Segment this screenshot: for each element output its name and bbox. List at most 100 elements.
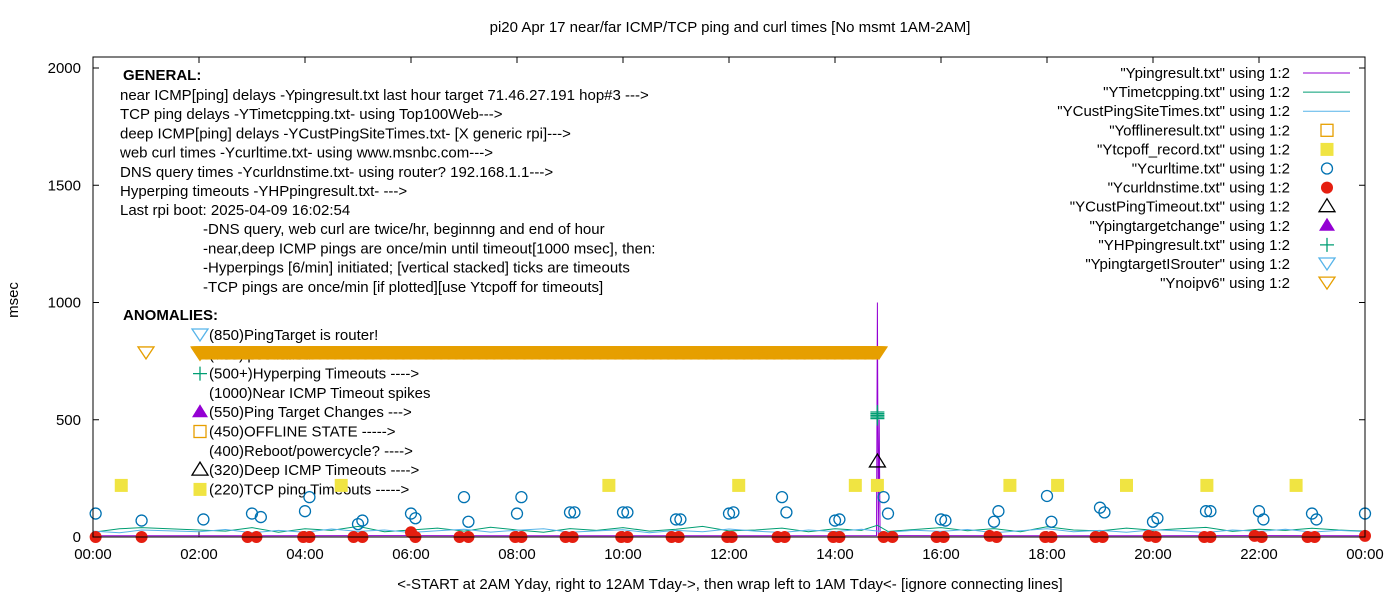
general-line: DNS query times -Ycurldnstime.txt- using… xyxy=(120,164,553,181)
x-tick-label: 00:00 xyxy=(1346,546,1384,563)
x-tick-label: 16:00 xyxy=(922,546,960,563)
general-line: TCP ping delays -YTimetcpping.txt- using… xyxy=(120,106,503,123)
marker-curl xyxy=(669,513,683,526)
legend-label: "YCustPingSiteTimes.txt" using 1:2 xyxy=(1057,103,1290,120)
note-line: -near,deep ICMP pings are once/min until… xyxy=(203,240,655,257)
legend-label: "Ypingresult.txt" using 1:2 xyxy=(1120,65,1290,82)
marker-tcpoff xyxy=(870,478,884,492)
marker-tcpoff xyxy=(1051,478,1065,492)
marker-timeout xyxy=(868,452,887,468)
anomaly-label: (400)Reboot/powercycle? ----> xyxy=(209,443,413,460)
marker-curl xyxy=(1146,515,1160,528)
marker-curl xyxy=(89,507,102,520)
anomaly-label: (320)Deep ICMP Timeouts ----> xyxy=(209,462,419,479)
general-line: Hyperping timeouts -YHPpingresult.txt- -… xyxy=(120,183,407,200)
y-tick-label: 0 xyxy=(73,529,81,546)
anomalies-heading: ANOMALIES: xyxy=(123,307,218,324)
x-tick-label: 04:00 xyxy=(286,546,324,563)
x-tick-label: 12:00 xyxy=(710,546,748,563)
axis-ticks: 00:00 02:00 04:00 06:00 08:00 10:00 12:00 14:00… xyxy=(48,57,1384,563)
marker-curl xyxy=(135,514,148,527)
legend-label: "YCustPingTimeout.txt" using 1:2 xyxy=(1070,199,1290,216)
y-tick-label: 500 xyxy=(56,412,81,429)
legend-label: "Ytcpoff_record.txt" using 1:2 xyxy=(1097,141,1290,158)
note-line: -DNS query, web curl are twice/hr, begin… xyxy=(203,221,605,238)
marker-curl xyxy=(1098,506,1111,519)
plot-border xyxy=(92,56,1366,538)
marker-curl xyxy=(457,490,471,504)
y-tick-label: 2000 xyxy=(48,60,81,77)
anomaly-label: (550)Ping Target Changes ---> xyxy=(209,404,412,421)
legend-label: "YTimetcpping.txt" using 1:2 xyxy=(1103,84,1290,101)
marker-curl xyxy=(568,506,581,519)
marker-curl xyxy=(674,513,687,526)
marker-curl xyxy=(1257,513,1270,526)
marker-curl xyxy=(616,506,630,519)
marker-curl xyxy=(1093,501,1107,514)
x-tick-label: 10:00 xyxy=(604,546,642,563)
anomaly-marker-timeout xyxy=(190,460,210,476)
anomaly-label: (1000)Near ICMP Timeout spikes xyxy=(209,385,430,402)
anomaly-marker-isrouter xyxy=(190,328,210,343)
marker-curl xyxy=(510,507,524,520)
legend-sample-curl xyxy=(1320,162,1334,175)
legend-label: "Ycurldnstime.txt" using 1:2 xyxy=(1108,180,1290,197)
marker-curl xyxy=(992,505,1005,518)
marker-curl xyxy=(939,514,952,527)
marker-noipv6 xyxy=(136,346,156,361)
marker-curl xyxy=(1151,512,1164,525)
marker-tcpoff xyxy=(848,478,862,492)
chart-title: pi20 Apr 17 near/far ICMP/TCP ping and c… xyxy=(490,19,971,36)
marker-curl xyxy=(409,512,422,525)
marker-tcpoff xyxy=(334,478,348,492)
marker-tcpoff xyxy=(1120,478,1133,492)
x-tick-label: 08:00 xyxy=(498,546,536,563)
y-axis-label: msec xyxy=(5,282,22,318)
x-tick-label: 14:00 xyxy=(816,546,854,563)
legend-label: "Ypingtargetchange" using 1:2 xyxy=(1089,218,1290,235)
x-tick-label: 22:00 xyxy=(1240,546,1278,563)
anomaly-label: (850)PingTarget is router! xyxy=(209,327,378,344)
marker-noipv6 xyxy=(870,346,889,360)
legend-sample-timeout xyxy=(1317,197,1337,213)
legend-label: "Yofflineresult.txt" using 1:2 xyxy=(1109,122,1290,139)
marker-curl xyxy=(833,513,846,526)
marker-curl xyxy=(828,514,842,527)
marker-curl xyxy=(1040,489,1054,503)
marker-hpping xyxy=(870,405,885,420)
marker-curl xyxy=(254,510,267,524)
marker-tcpoff xyxy=(1003,478,1017,492)
marker-tcpoff xyxy=(732,478,746,492)
marker-curl xyxy=(727,506,740,519)
marker-curl xyxy=(1045,515,1058,528)
marker-curl xyxy=(298,505,312,518)
marker-curl xyxy=(404,507,418,520)
marker-curl xyxy=(775,490,789,504)
x-tick-label: 20:00 xyxy=(1134,546,1172,563)
marker-curl xyxy=(1204,505,1217,518)
anomaly-label: (450)OFFLINE STATE -----> xyxy=(209,424,396,441)
marker-curl xyxy=(515,490,528,504)
y-tick-label: 1500 xyxy=(48,177,81,194)
legend-sample-hpping xyxy=(1320,237,1334,252)
marker-curl xyxy=(303,490,316,504)
general-line: near ICMP[ping] delays -Ypingresult.txt … xyxy=(120,87,649,104)
marker-curl xyxy=(351,517,365,531)
general-heading: GENERAL: xyxy=(123,67,201,84)
anomaly-label: (500+)Hyperping Timeouts ----> xyxy=(209,366,419,383)
general-line: Last rpi boot: 2025-04-09 16:02:54 xyxy=(120,202,350,219)
x-tick-label: 06:00 xyxy=(392,546,430,563)
marker-curl xyxy=(563,506,577,519)
legend-sample-noipv6 xyxy=(1317,276,1337,291)
note-line: -TCP pings are once/min [if plotted][use… xyxy=(203,279,603,296)
marker-curl xyxy=(1310,513,1323,526)
general-line: deep ICMP[ping] delays -YCustPingSiteTim… xyxy=(120,125,571,142)
note-line: -Hyperpings [6/min] initiated; [vertical… xyxy=(203,260,630,277)
general-line: web curl times -Ycurltime.txt- using www… xyxy=(119,145,493,162)
x-tick-label: 02:00 xyxy=(180,546,218,563)
legend-sample-dns xyxy=(1321,181,1333,194)
series-line-custping xyxy=(92,528,1366,534)
marker-curl xyxy=(1199,505,1213,518)
anomaly-label: (220)TCP ping Timeouts -----> xyxy=(209,481,409,498)
marker-curl xyxy=(197,513,210,526)
